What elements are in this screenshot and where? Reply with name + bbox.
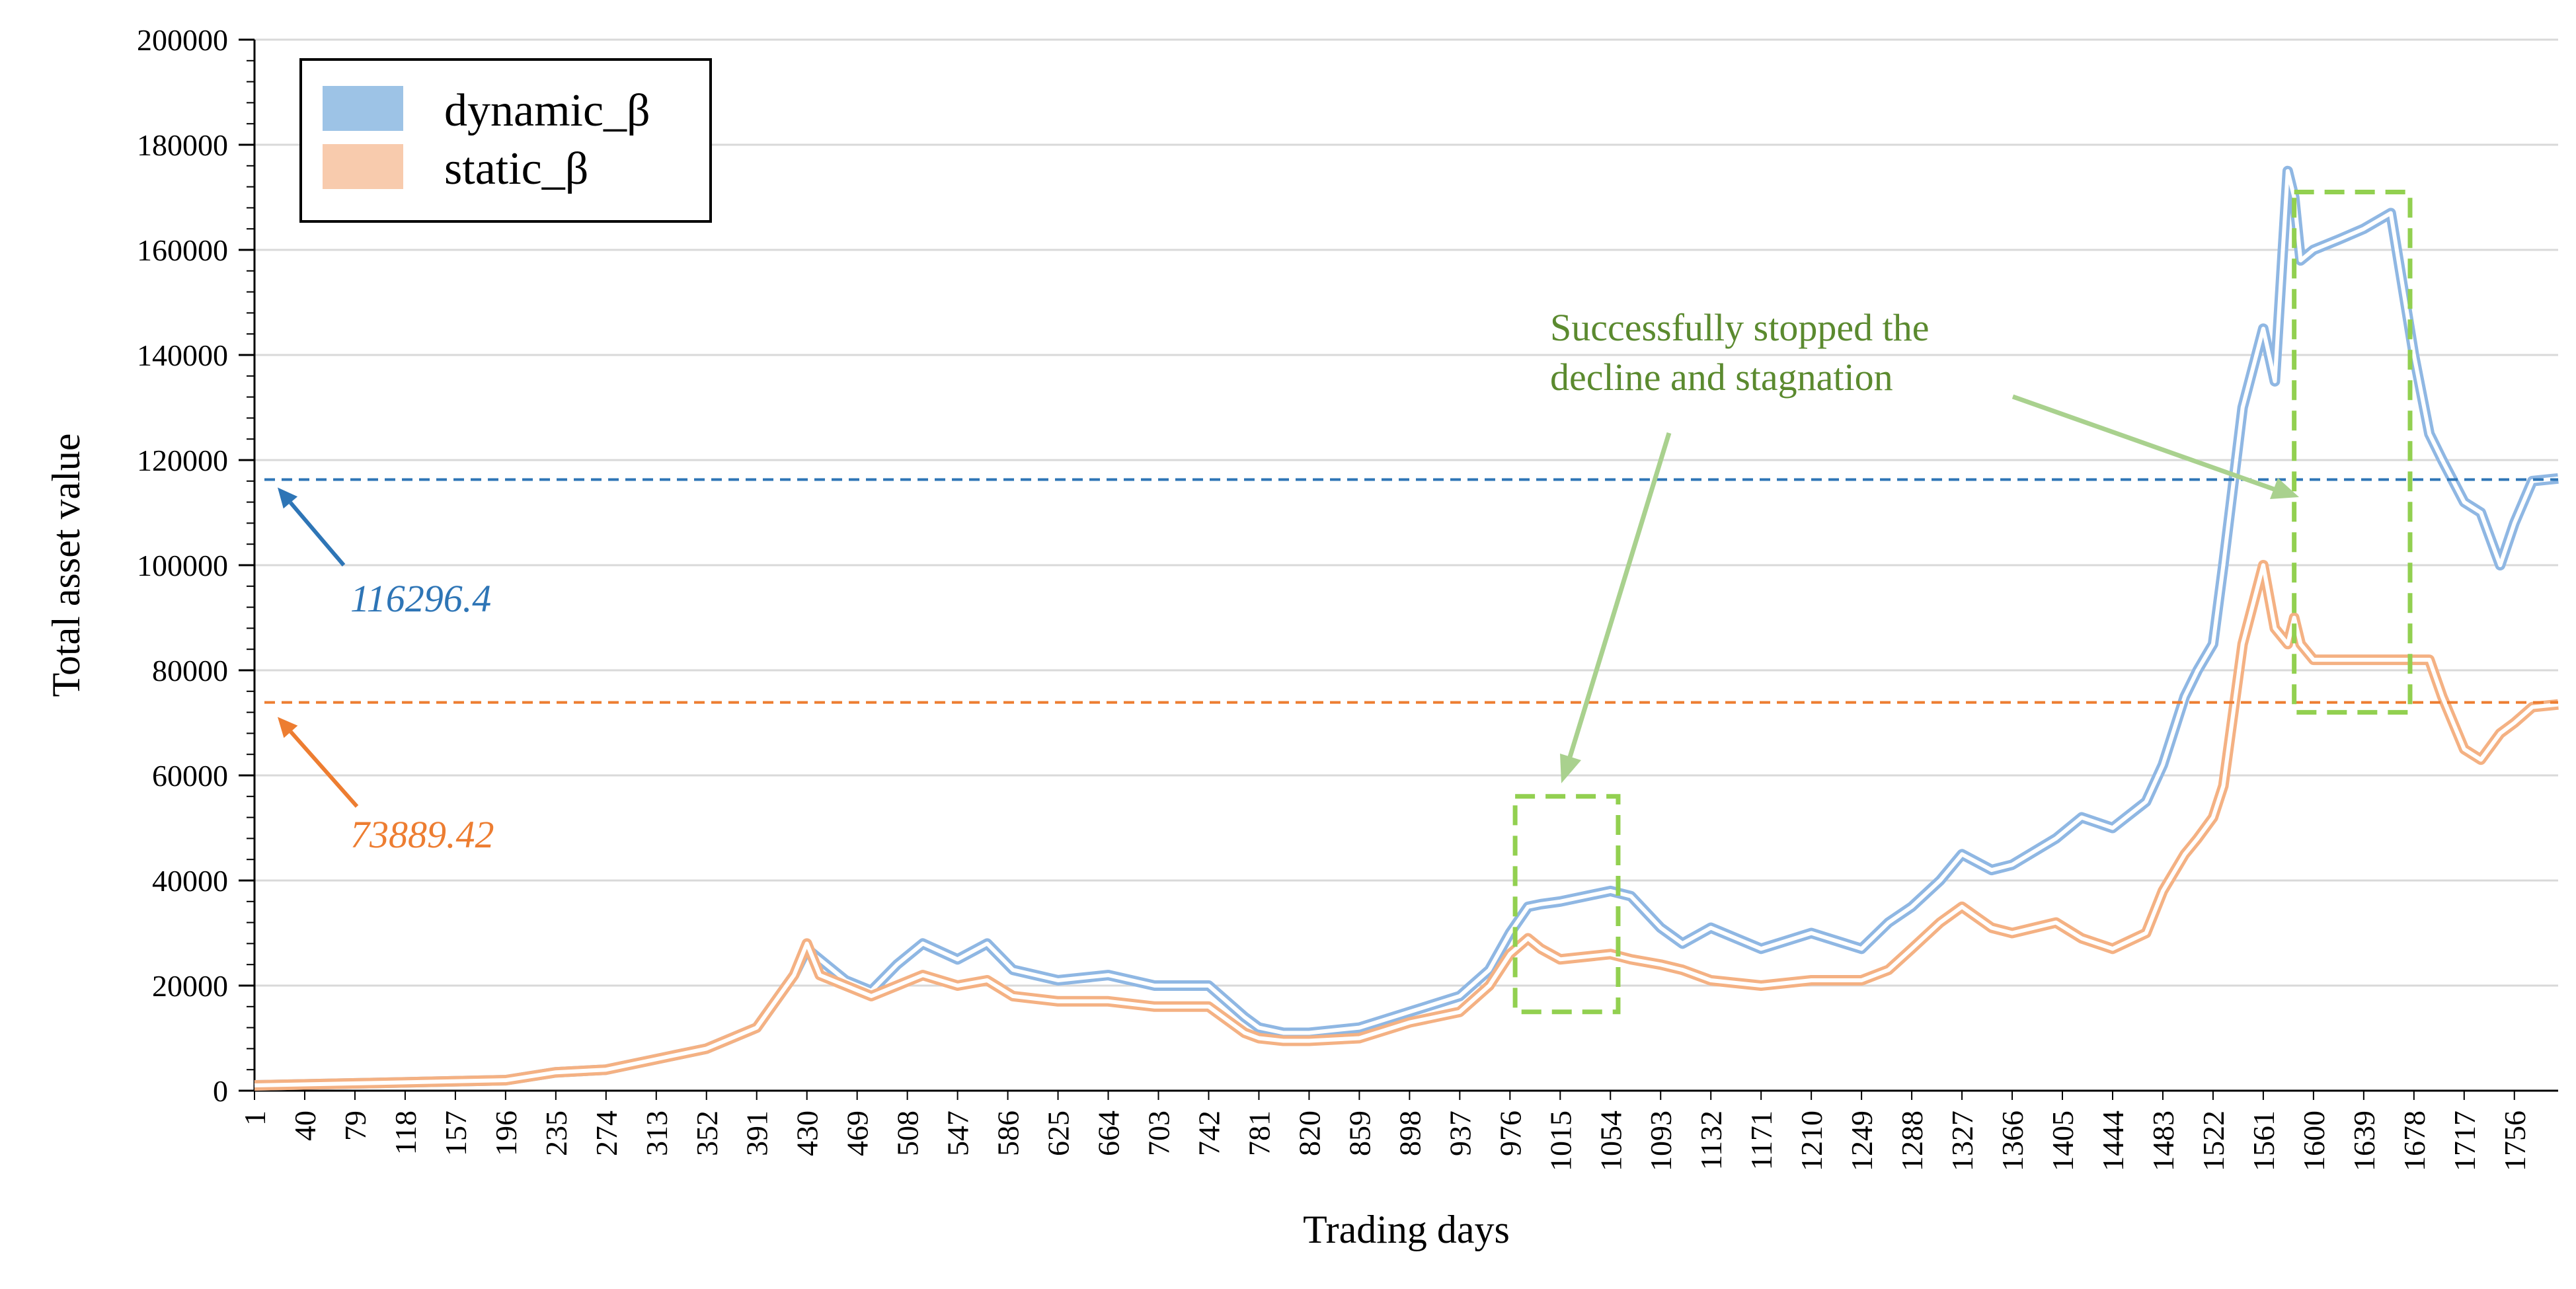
x-tick-label: 1015	[1543, 1111, 1577, 1171]
legend-label-dynamic: dynamic_β	[444, 85, 650, 136]
x-tick-label: 1678	[2398, 1111, 2431, 1171]
x-tick-label: 859	[1343, 1111, 1376, 1156]
x-tick-label: 508	[891, 1111, 925, 1156]
x-tick-label: 1171	[1744, 1111, 1778, 1170]
x-tick-label: 1405	[2046, 1111, 2080, 1171]
reference-arrowhead-static	[278, 717, 298, 738]
x-tick-label: 274	[590, 1111, 623, 1156]
x-tick-label: 820	[1292, 1111, 1326, 1156]
y-tick-label: 200000	[137, 23, 228, 57]
grid-lines	[254, 38, 2558, 987]
series-line-static-inner	[254, 563, 2559, 1087]
y-axis: 0 20000 40000 60000 80000 100000 120000 140000 1…	[137, 23, 256, 1108]
legend-swatch-static	[323, 144, 403, 189]
x-tick-label: 1093	[1644, 1111, 1678, 1171]
x-tick-label: 1756	[2498, 1111, 2532, 1171]
series-line-dynamic	[254, 165, 2559, 1091]
y-tick-label: 120000	[137, 444, 228, 477]
x-tick-label: 1327	[1945, 1111, 1979, 1171]
reference-arrow-dynamic	[289, 501, 346, 566]
y-tick-label: 100000	[137, 549, 228, 582]
y-tick-label: 60000	[152, 759, 228, 793]
x-tick-label: 1639	[2347, 1111, 2381, 1171]
x-tick-label: 1288	[1895, 1111, 1929, 1171]
series-line-dynamic-inner	[254, 169, 2559, 1087]
legend-swatch-dynamic	[323, 86, 403, 131]
x-tick-label: 898	[1393, 1111, 1426, 1156]
annotation-line-1: Successfully stopped the	[1550, 306, 1929, 349]
x-tick-label: 1132	[1694, 1111, 1728, 1170]
annotation-arrow-right	[2011, 394, 2275, 492]
x-tick-label: 40	[288, 1111, 322, 1141]
x-tick-label: 1366	[1996, 1111, 2029, 1171]
x-axis-title: Trading days	[1303, 1208, 1510, 1251]
reference-lines	[264, 478, 2558, 704]
x-tick-label: 1483	[2146, 1111, 2180, 1171]
x-tick-label: 79	[338, 1111, 372, 1141]
reference-arrowhead-dynamic	[278, 487, 298, 509]
y-tick-label: 40000	[152, 864, 228, 898]
reference-label-dynamic: 116296.4	[350, 577, 491, 620]
y-tick-label: 160000	[137, 233, 228, 267]
x-tick-label: 235	[539, 1111, 573, 1156]
legend: dynamic_β static_β	[299, 58, 712, 223]
x-tick-label: 547	[941, 1111, 975, 1156]
y-tick-label: 20000	[152, 969, 228, 1003]
x-tick-label: 625	[1042, 1111, 1075, 1156]
x-tick-label: 469	[841, 1111, 875, 1156]
x-axis: 1 40 79 118 157 196 235 274 313 352 391 430 469 508 54…	[238, 1089, 2558, 1171]
x-tick-label: 1600	[2297, 1111, 2331, 1171]
annotation: Successfully stopped the decline and sta…	[1550, 306, 2299, 783]
annotation-line-2: decline and stagnation	[1550, 356, 1893, 399]
x-tick-label: 157	[439, 1111, 473, 1156]
x-tick-label: 976	[1493, 1111, 1527, 1156]
reference-labels: 116296.4 73889.42	[278, 487, 494, 856]
y-tick-label: 180000	[137, 128, 228, 162]
reference-arrow-static	[289, 730, 359, 808]
x-tick-label: 118	[389, 1111, 422, 1155]
x-tick-label: 1717	[2448, 1111, 2481, 1171]
x-tick-label: 1444	[2096, 1111, 2130, 1171]
y-tick-label: 140000	[137, 338, 228, 372]
x-tick-label: 352	[690, 1111, 724, 1156]
x-tick-label: 1522	[2197, 1111, 2230, 1171]
y-tick-label: 0	[213, 1074, 228, 1108]
x-tick-label: 391	[740, 1111, 774, 1156]
series-layer	[254, 165, 2559, 1091]
reference-label-static: 73889.42	[350, 813, 494, 856]
x-tick-label: 1	[238, 1111, 272, 1126]
x-tick-label: 1249	[1845, 1111, 1879, 1171]
y-axis-title: Total asset value	[44, 434, 88, 697]
highlight-box-1	[1512, 794, 1621, 1015]
annotation-arrow-left	[1565, 432, 1672, 765]
annotation-arrowhead-right	[2270, 478, 2299, 499]
x-tick-label: 664	[1092, 1111, 1126, 1156]
highlight-boxes	[1512, 190, 2413, 1015]
x-tick-label: 1054	[1594, 1111, 1627, 1171]
x-tick-label: 430	[791, 1111, 824, 1156]
annotation-arrowhead-left	[1560, 754, 1581, 783]
x-tick-label: 196	[489, 1111, 523, 1156]
x-tick-label: 586	[992, 1111, 1025, 1156]
x-tick-label: 1210	[1795, 1111, 1828, 1171]
x-tick-label: 703	[1142, 1111, 1176, 1156]
x-tick-label: 781	[1242, 1111, 1276, 1156]
legend-label-static: static_β	[444, 143, 588, 194]
highlight-box-2	[2292, 190, 2413, 715]
y-tick-label: 80000	[152, 654, 228, 687]
x-tick-label: 937	[1443, 1111, 1477, 1156]
x-tick-label: 313	[640, 1111, 674, 1156]
x-tick-label: 1561	[2247, 1111, 2281, 1171]
x-tick-label: 742	[1192, 1111, 1226, 1156]
legend-frame	[299, 58, 712, 223]
